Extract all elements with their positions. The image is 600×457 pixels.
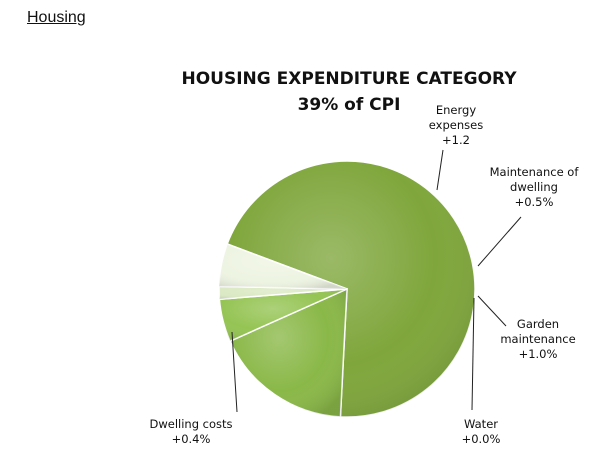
slice-label: Maintenance of dwelling +0.5% bbox=[490, 165, 580, 209]
slice-label: Dwelling costs +0.4% bbox=[149, 417, 232, 446]
leader-line bbox=[477, 216, 522, 267]
leader-line bbox=[231, 331, 238, 413]
slice-label-line: +1.0% bbox=[519, 347, 558, 361]
slice-label-line: dwelling bbox=[510, 180, 558, 194]
slice-label-line: Garden bbox=[517, 317, 559, 331]
slice-label: Garden maintenance +1.0% bbox=[500, 317, 575, 361]
chart-title: HOUSING EXPENDITURE CATEGORY bbox=[181, 69, 517, 89]
chart-subtitle: 39% of CPI bbox=[298, 95, 401, 115]
slice-label-line: +0.4% bbox=[172, 432, 211, 446]
pie-slice-shading bbox=[219, 286, 347, 300]
slice-label-line: expenses bbox=[429, 118, 483, 132]
slice-label-line: Maintenance of bbox=[490, 165, 580, 179]
leader-line bbox=[471, 297, 475, 411]
leader-line bbox=[436, 149, 444, 191]
slice-label-line: +0.0% bbox=[462, 432, 501, 446]
slice-label: Energy expenses +1.2 bbox=[429, 103, 483, 147]
slice-label: Water +0.0% bbox=[462, 417, 501, 446]
pie-slice-shading bbox=[219, 243, 347, 289]
slice-label-line: Water bbox=[464, 417, 498, 431]
leader-line bbox=[477, 295, 507, 327]
slice-label-line: +0.5% bbox=[515, 195, 554, 209]
section-heading: Housing bbox=[27, 9, 86, 26]
slice-label-line: +1.2 bbox=[442, 133, 470, 147]
pie-slice-shading bbox=[227, 161, 475, 418]
pie-slice-shading bbox=[219, 289, 347, 342]
slice-label-line: maintenance bbox=[500, 332, 575, 346]
slice-label-line: Energy bbox=[436, 103, 476, 117]
pie-slice-shading bbox=[230, 289, 347, 417]
slice-label-line: Dwelling costs bbox=[149, 417, 232, 431]
